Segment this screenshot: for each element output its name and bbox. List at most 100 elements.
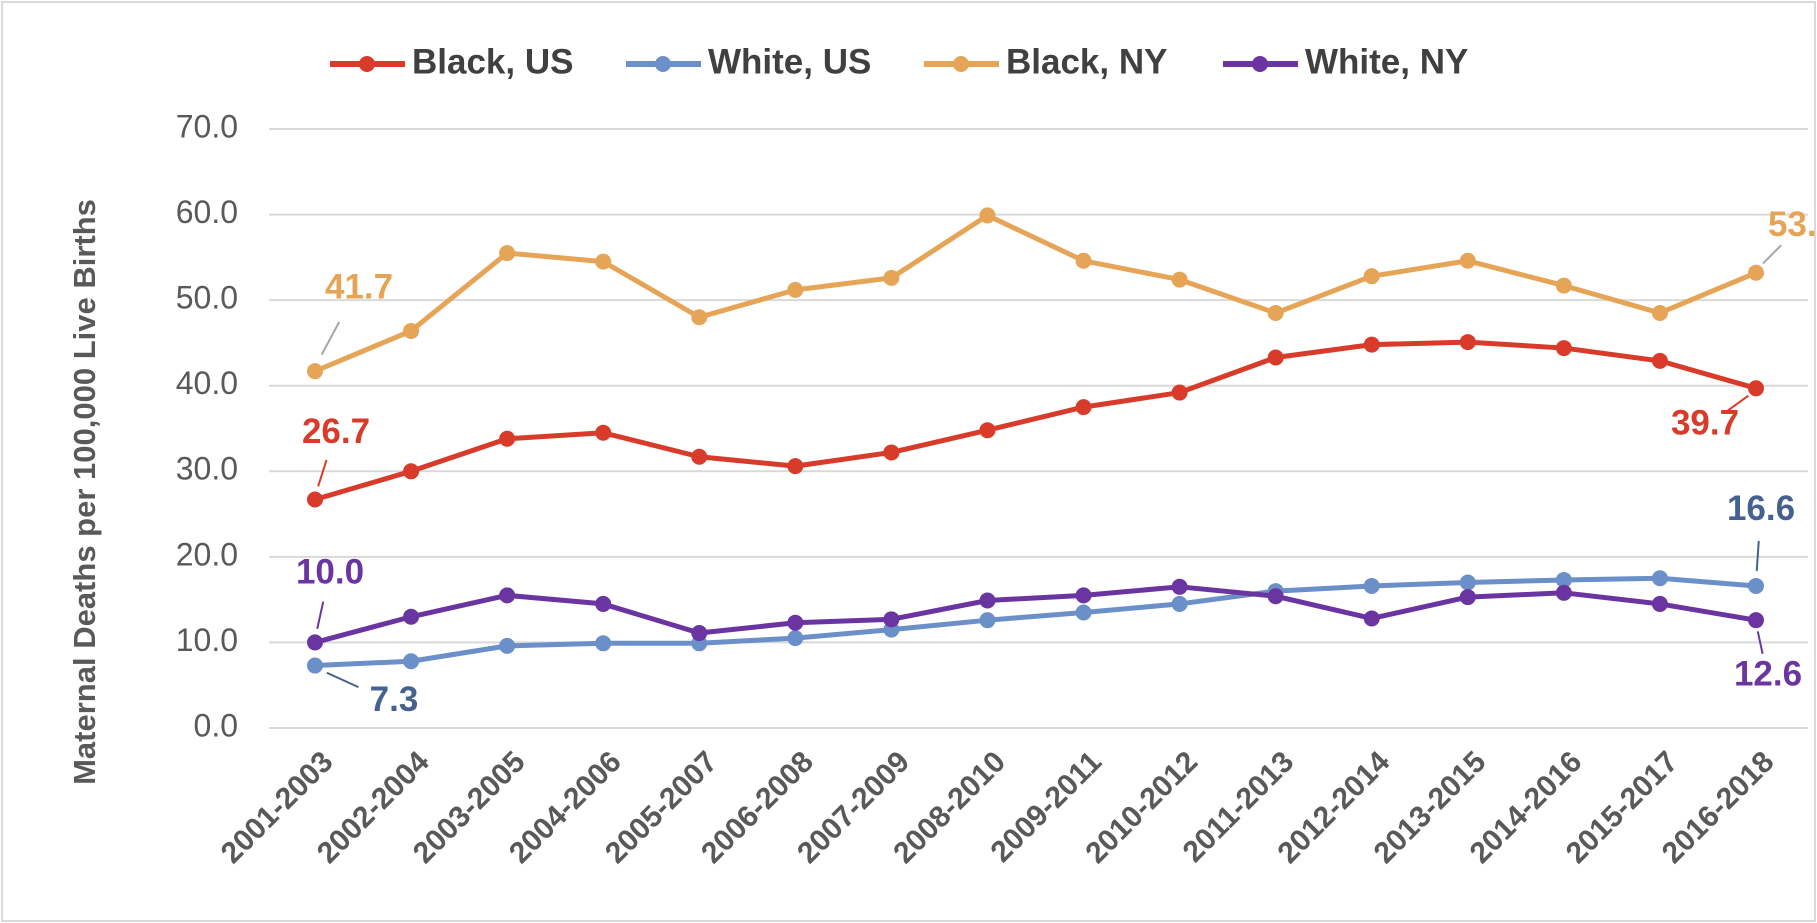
y-tick-label: 10.0: [176, 622, 238, 658]
legend-label: Black, US: [412, 42, 573, 81]
data-point: [1075, 587, 1092, 604]
data-point: [595, 253, 612, 270]
y-tick-label: 50.0: [176, 280, 238, 316]
legend-marker: [1252, 56, 1268, 72]
data-point: [1651, 304, 1668, 321]
y-axis-label: Maternal Deaths per 100,000 Live Births: [67, 199, 102, 785]
data-label: 12.6: [1734, 654, 1802, 693]
data-point: [979, 207, 996, 224]
data-point: [1651, 570, 1668, 587]
y-tick-label: 20.0: [176, 536, 238, 572]
y-tick-label: 70.0: [176, 108, 238, 144]
legend-marker: [655, 56, 671, 72]
legend-label: Black, NY: [1006, 42, 1167, 81]
data-point: [1555, 277, 1572, 294]
data-point: [307, 363, 323, 380]
series-line: [314, 575, 1757, 669]
data-point: [1075, 399, 1092, 416]
data-point: [1363, 336, 1380, 353]
leader-line: [1762, 244, 1783, 265]
data-point: [1267, 349, 1284, 366]
data-point: [1459, 334, 1476, 351]
data-point: [787, 630, 804, 647]
data-label: 39.7: [1671, 404, 1739, 443]
data-point: [691, 309, 708, 326]
data-point: [307, 657, 323, 674]
series-line: [314, 212, 1757, 374]
data-point: [1267, 304, 1284, 321]
leader-line: [317, 459, 328, 487]
data-point: [787, 281, 804, 298]
data-point: [1171, 384, 1188, 401]
data-point: [1363, 610, 1380, 627]
data-point: [499, 637, 516, 654]
y-tick-label: 60.0: [176, 194, 238, 230]
y-tick-label: 0.0: [194, 707, 238, 743]
data-point: [307, 634, 323, 651]
data-point: [1171, 595, 1188, 612]
y-tick-label: 40.0: [176, 365, 238, 401]
data-point: [1651, 352, 1668, 369]
data-point: [1171, 578, 1188, 595]
leader-line: [1755, 540, 1760, 572]
data-point: [1555, 584, 1572, 601]
data-point: [1748, 264, 1764, 281]
data-point: [403, 653, 420, 670]
data-point: [1555, 571, 1572, 588]
data-point: [1748, 577, 1764, 594]
data-point: [595, 595, 612, 612]
data-point: [403, 322, 420, 339]
data-point: [403, 463, 420, 480]
data-point: [403, 608, 420, 625]
data-point: [1075, 604, 1092, 621]
data-point: [1555, 340, 1572, 357]
data-point: [883, 269, 900, 286]
data-point: [1459, 252, 1476, 269]
data-label: 7.3: [370, 680, 419, 719]
leader-line: [316, 601, 325, 630]
data-point: [1459, 574, 1476, 591]
data-point: [979, 592, 996, 609]
data-point: [1363, 577, 1380, 594]
data-point: [1363, 268, 1380, 285]
leader-line: [320, 321, 341, 356]
data-point: [979, 422, 996, 439]
data-point: [499, 587, 516, 604]
leader-line: [326, 671, 359, 689]
legend-label: White, NY: [1305, 42, 1468, 81]
data-label: 41.7: [325, 267, 393, 306]
data-point: [787, 614, 804, 631]
series-line: [314, 339, 1757, 502]
legend-label: White, US: [708, 42, 871, 81]
series-line: [314, 584, 1757, 645]
data-point: [499, 245, 516, 262]
data-point: [1267, 588, 1284, 605]
data-point: [979, 612, 996, 629]
data-point: [691, 448, 708, 465]
data-point: [883, 611, 900, 628]
data-point: [883, 444, 900, 461]
data-point: [1748, 380, 1764, 397]
data-point: [1459, 589, 1476, 606]
data-label: 10.0: [296, 553, 364, 592]
data-point: [499, 430, 516, 447]
data-point: [595, 635, 612, 652]
data-point: [1171, 271, 1188, 288]
data-point: [787, 458, 804, 475]
leader-line: [1727, 394, 1749, 412]
data-point: [1075, 252, 1092, 269]
data-point: [307, 491, 323, 508]
leader-line: [1756, 631, 1764, 654]
y-tick-label: 30.0: [176, 451, 238, 487]
data-point: [1748, 612, 1764, 629]
data-point: [691, 625, 708, 642]
data-label: 53.2: [1768, 205, 1817, 244]
data-label: 16.6: [1727, 489, 1795, 528]
data-point: [1651, 595, 1668, 612]
data-point: [595, 424, 612, 441]
data-label: 26.7: [302, 412, 370, 451]
legend-marker: [953, 56, 969, 72]
legend-marker: [359, 56, 375, 72]
